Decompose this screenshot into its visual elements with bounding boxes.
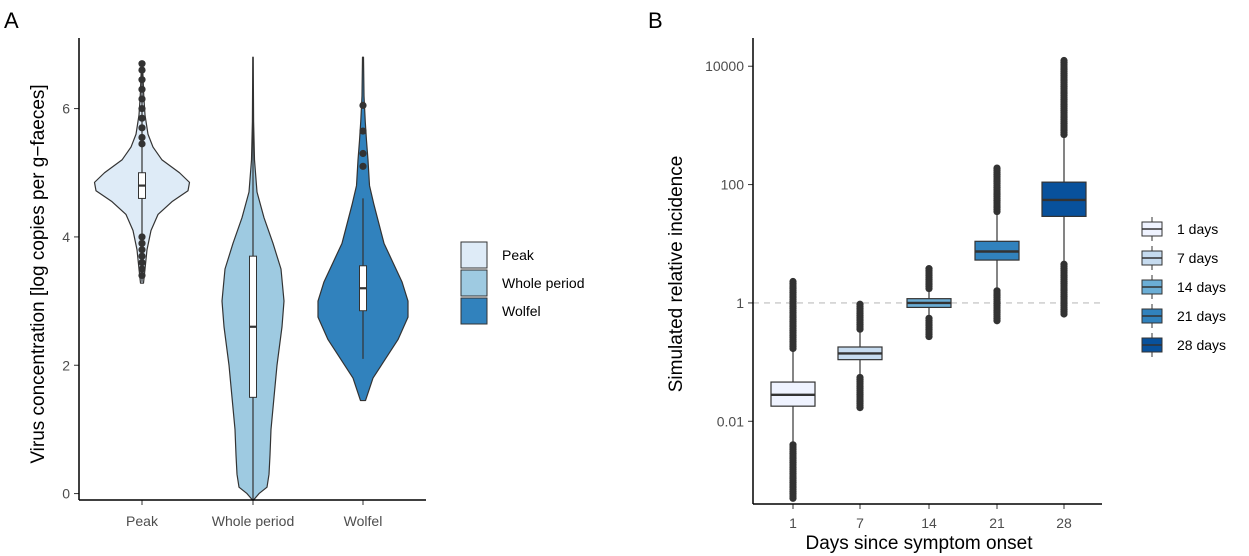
panel-b-x-axis-label: Days since symptom onset (805, 533, 1033, 554)
outlier-point (993, 207, 1001, 216)
panel-b-y-ticks: 0.01 1 100 10000 (705, 58, 753, 429)
panel-b-x-ticks: 1 7 14 21 28 (789, 504, 1072, 531)
x-tick-label: Whole period (212, 513, 295, 529)
legend-label-peak: Peak (502, 247, 535, 263)
outlier-point (1060, 310, 1068, 318)
panel-a-violins (93, 56, 409, 501)
outlier-point (138, 60, 146, 68)
outlier-point (138, 271, 146, 280)
outlier-point (138, 265, 146, 273)
panel-a: A Virus concentration [log copies per g−… (4, 8, 585, 529)
outlier-point (138, 95, 146, 103)
panel-a-legend: Peak Whole period Wolfel (460, 241, 585, 325)
outlier-point (138, 140, 146, 148)
x-tick-label: Peak (126, 513, 159, 529)
outlier-point (138, 233, 146, 241)
x-tick-label: 21 (989, 515, 1005, 531)
outlier-point (138, 85, 146, 93)
legend-label-whole-period: Whole period (502, 275, 585, 291)
outlier-point (359, 127, 367, 135)
outlier-point (138, 252, 146, 260)
panel-a-y-ticks: 0 2 4 6 (62, 101, 79, 502)
outlier-point (856, 404, 864, 412)
outlier-point (359, 101, 367, 109)
outlier-point (138, 114, 146, 122)
panel-a-x-ticks: Peak Whole period Wolfel (126, 500, 382, 529)
legend-swatch-wolfel (460, 297, 488, 325)
x-tick-label: 7 (856, 515, 864, 531)
outlier-point (359, 162, 367, 170)
panel-a-y-axis-label: Virus concentration [log copies per g−fa… (28, 84, 49, 463)
x-tick-label: Wolfel (344, 513, 383, 529)
x-tick-label: 1 (789, 515, 797, 531)
legend-swatch-whole-period (460, 269, 488, 297)
outlier-point (789, 494, 797, 502)
panel-b: B Simulated relative incidence Days sinc… (648, 8, 1226, 554)
legend-label-28-days: 28 days (1177, 337, 1226, 353)
outlier-point (138, 66, 146, 74)
legend-label-14-days: 14 days (1177, 279, 1226, 295)
legend-label-7-days: 7 days (1177, 250, 1218, 266)
outlier-point (138, 133, 146, 142)
legend-label-wolfel: Wolfel (502, 303, 541, 319)
outlier-point (359, 149, 367, 158)
outlier-point (138, 239, 146, 247)
outlier-point (138, 124, 146, 132)
outlier-point (138, 246, 146, 254)
legend-label-21-days: 21 days (1177, 308, 1226, 324)
x-tick-label: 14 (921, 515, 937, 531)
panel-b-legend: 1 days 7 days 14 days 21 days 28 days (1141, 217, 1226, 357)
y-tick-label: 2 (62, 357, 70, 373)
y-tick-label: 10000 (705, 58, 744, 74)
legend-label-1-days: 1 days (1177, 221, 1218, 237)
y-tick-label: 4 (62, 229, 70, 245)
outlier-point (993, 317, 1001, 325)
panel-b-label: B (648, 8, 663, 33)
panel-b-y-axis-label: Simulated relative incidence (666, 156, 687, 393)
panel-a-label: A (4, 8, 19, 33)
outlier-point (138, 258, 146, 267)
outlier-point (925, 332, 933, 341)
outlier-point (138, 76, 146, 84)
y-tick-label: 0 (62, 486, 70, 502)
y-tick-label: 0.01 (717, 413, 744, 429)
x-tick-label: 28 (1056, 515, 1072, 531)
y-tick-label: 6 (62, 101, 70, 117)
panel-b-boxes (770, 56, 1087, 502)
y-tick-label: 100 (721, 177, 745, 193)
y-tick-label: 1 (736, 295, 744, 311)
outlier-point (1060, 130, 1068, 139)
outlier-point (138, 104, 146, 113)
legend-swatch-peak (460, 241, 488, 269)
